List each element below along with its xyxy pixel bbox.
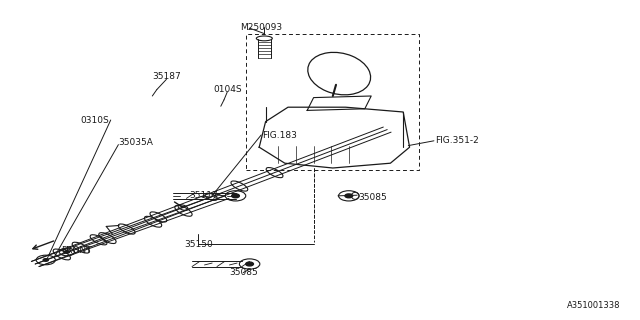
Text: 35117: 35117 [189, 191, 218, 200]
Text: FIG.351-2: FIG.351-2 [435, 136, 479, 145]
Circle shape [43, 259, 49, 261]
Text: 0310S: 0310S [80, 116, 109, 124]
Text: 35150: 35150 [184, 240, 212, 249]
Text: 35085: 35085 [229, 268, 257, 277]
Circle shape [246, 262, 253, 266]
Circle shape [345, 194, 353, 198]
Text: FIG.183: FIG.183 [262, 131, 297, 140]
Text: 35187: 35187 [152, 72, 180, 81]
Text: FRONT: FRONT [61, 246, 92, 255]
Text: 0104S: 0104S [213, 85, 241, 94]
Text: 35085: 35085 [358, 193, 387, 202]
Circle shape [64, 251, 69, 253]
Text: M250093: M250093 [240, 23, 282, 32]
Circle shape [232, 194, 239, 198]
Text: A351001338: A351001338 [567, 301, 621, 310]
Text: 35035A: 35035A [118, 138, 153, 147]
